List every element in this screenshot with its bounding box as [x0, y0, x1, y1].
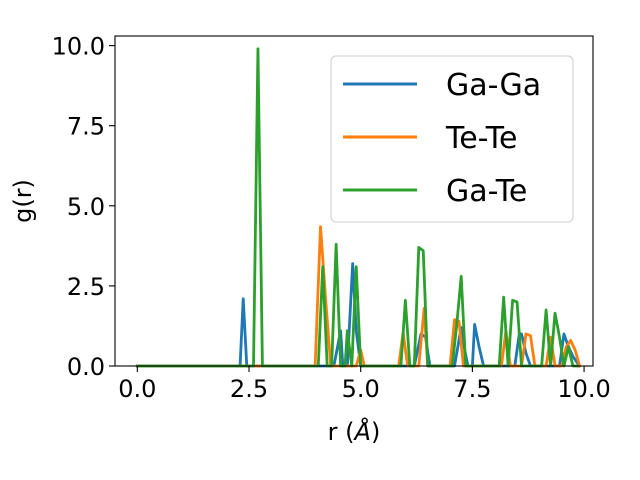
y-tick-label: 10.0 — [52, 33, 105, 61]
x-axis-label-unit: Å — [353, 417, 371, 446]
y-tick-label: 2.5 — [67, 273, 105, 301]
y-tick-label: 7.5 — [67, 113, 105, 141]
x-tick-label: 0.0 — [118, 375, 156, 403]
x-tick-label: 10.0 — [557, 375, 610, 403]
legend-label-ga-te: Ga-Te — [446, 174, 527, 209]
x-axis-label-suffix: ) — [371, 418, 380, 446]
x-tick-label: 2.5 — [230, 375, 268, 403]
series-line-te-te — [135, 225, 582, 368]
y-tick-label: 5.0 — [67, 193, 105, 221]
legend: Ga-Ga Te-Te Ga-Te — [330, 55, 574, 223]
x-axis-label-prefix: r ( — [328, 418, 355, 446]
legend-label-ga-ga: Ga-Ga — [446, 68, 541, 103]
x-tick-label: 7.5 — [453, 375, 491, 403]
legend-label-te-te: Te-Te — [445, 121, 517, 156]
y-axis-label: g(r) — [9, 179, 37, 223]
plot-frame — [114, 35, 594, 367]
y-tick-label: 0.0 — [67, 353, 105, 381]
x-axis-label: r (Å) — [328, 417, 381, 446]
legend-box — [330, 55, 574, 223]
ticks-layer: 0.0 2.5 5.0 7.5 10.0 0.0 2.5 5.0 7.5 10.0 — [52, 33, 611, 403]
x-tick-label: 5.0 — [342, 375, 380, 403]
